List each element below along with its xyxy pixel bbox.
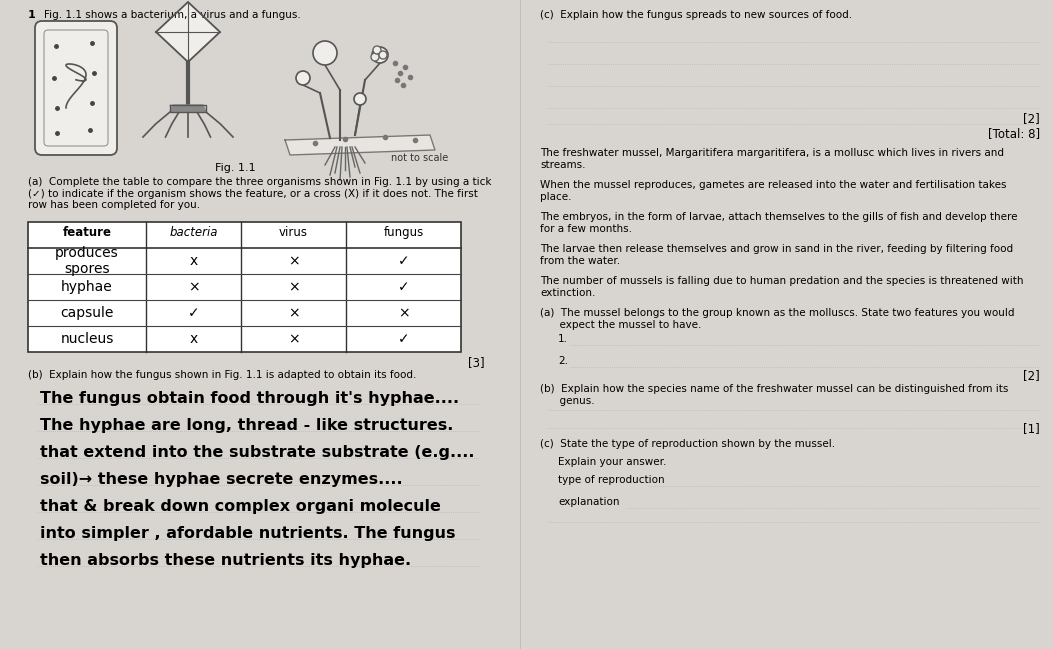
Bar bbox=[28, 222, 461, 352]
Text: x: x bbox=[190, 332, 198, 346]
Text: capsule: capsule bbox=[60, 306, 114, 320]
Text: ✓: ✓ bbox=[398, 254, 410, 268]
Text: ×: × bbox=[287, 280, 299, 294]
Text: (a)  The mussel belongs to the group known as the molluscs. State two features y: (a) The mussel belongs to the group know… bbox=[540, 308, 1014, 330]
Text: x: x bbox=[190, 254, 198, 268]
Text: ✓: ✓ bbox=[398, 332, 410, 346]
Text: then absorbs these nutrients its hyphae.: then absorbs these nutrients its hyphae. bbox=[40, 553, 411, 568]
Text: produces
spores: produces spores bbox=[55, 246, 119, 276]
Text: soil)→ these hyphae secrete enzymes....: soil)→ these hyphae secrete enzymes.... bbox=[40, 472, 402, 487]
Circle shape bbox=[371, 53, 379, 61]
Circle shape bbox=[373, 46, 381, 54]
Text: [2]: [2] bbox=[1024, 369, 1040, 382]
Text: ×: × bbox=[287, 332, 299, 346]
Text: The number of mussels is falling due to human predation and the species is threa: The number of mussels is falling due to … bbox=[540, 276, 1024, 298]
Text: Fig. 1.1 shows a bacterium, a virus and a fungus.: Fig. 1.1 shows a bacterium, a virus and … bbox=[44, 10, 301, 20]
Text: (a)  Complete the table to compare the three organisms shown in Fig. 1.1 by usin: (a) Complete the table to compare the th… bbox=[28, 177, 492, 210]
Text: ×: × bbox=[287, 254, 299, 268]
Text: bacteria: bacteria bbox=[170, 226, 218, 239]
Text: When the mussel reproduces, gametes are released into the water and fertilisatio: When the mussel reproduces, gametes are … bbox=[540, 180, 1007, 202]
Text: into simpler , afordable nutrients. The fungus: into simpler , afordable nutrients. The … bbox=[40, 526, 456, 541]
Text: The larvae then release themselves and grow in sand in the river, feeding by fil: The larvae then release themselves and g… bbox=[540, 244, 1013, 265]
Text: nucleus: nucleus bbox=[60, 332, 114, 346]
Text: (b)  Explain how the fungus shown in Fig. 1.1 is adapted to obtain its food.: (b) Explain how the fungus shown in Fig.… bbox=[28, 370, 416, 380]
Text: (c)  Explain how the fungus spreads to new sources of food.: (c) Explain how the fungus spreads to ne… bbox=[540, 10, 852, 20]
FancyBboxPatch shape bbox=[35, 21, 117, 155]
Text: not to scale: not to scale bbox=[391, 153, 448, 163]
Text: ✓: ✓ bbox=[398, 280, 410, 294]
Circle shape bbox=[313, 41, 337, 65]
Text: [3]: [3] bbox=[469, 356, 485, 369]
Text: [2]: [2] bbox=[1024, 112, 1040, 125]
Text: fungus: fungus bbox=[383, 226, 423, 239]
Text: virus: virus bbox=[279, 226, 307, 239]
Text: [1]: [1] bbox=[1024, 422, 1040, 435]
Circle shape bbox=[354, 93, 366, 105]
Text: feature: feature bbox=[62, 226, 112, 239]
Text: [Total: 8]: [Total: 8] bbox=[988, 127, 1040, 140]
Text: explanation: explanation bbox=[558, 497, 619, 507]
Text: The embryos, in the form of larvae, attach themselves to the gills of fish and d: The embryos, in the form of larvae, atta… bbox=[540, 212, 1017, 234]
Text: Explain your answer.: Explain your answer. bbox=[558, 457, 667, 467]
Text: The hyphae are long, thread - like structures.: The hyphae are long, thread - like struc… bbox=[40, 418, 454, 433]
Circle shape bbox=[379, 51, 388, 59]
Text: Fig. 1.1: Fig. 1.1 bbox=[215, 163, 255, 173]
Text: ×: × bbox=[287, 306, 299, 320]
Text: that extend into the substrate substrate (e.g....: that extend into the substrate substrate… bbox=[40, 445, 475, 460]
Circle shape bbox=[372, 47, 388, 63]
Text: type of reproduction: type of reproduction bbox=[558, 475, 664, 485]
Text: 1.: 1. bbox=[558, 334, 568, 344]
Text: The fungus obtain food through it's hyphae....: The fungus obtain food through it's hyph… bbox=[40, 391, 459, 406]
Text: The freshwater mussel, Margaritifera margaritifera, is a mollusc which lives in : The freshwater mussel, Margaritifera mar… bbox=[540, 148, 1004, 169]
Text: ×: × bbox=[398, 306, 410, 320]
Polygon shape bbox=[156, 2, 220, 62]
Text: ×: × bbox=[187, 280, 199, 294]
Circle shape bbox=[296, 71, 310, 85]
Text: 1: 1 bbox=[28, 10, 36, 20]
Text: (c)  State the type of reproduction shown by the mussel.: (c) State the type of reproduction shown… bbox=[540, 439, 835, 449]
Text: ✓: ✓ bbox=[187, 306, 199, 320]
Text: (b)  Explain how the species name of the freshwater mussel can be distinguished : (b) Explain how the species name of the … bbox=[540, 384, 1009, 406]
Polygon shape bbox=[285, 135, 435, 155]
Text: hyphae: hyphae bbox=[61, 280, 113, 294]
Text: that & break down complex organi molecule: that & break down complex organi molecul… bbox=[40, 499, 441, 514]
Text: 2.: 2. bbox=[558, 356, 568, 366]
Polygon shape bbox=[170, 105, 206, 112]
